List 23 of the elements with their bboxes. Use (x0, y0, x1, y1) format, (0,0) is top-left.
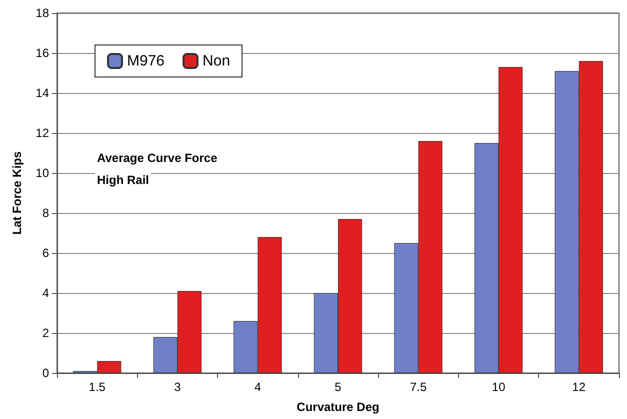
x-axis-title: Curvature Deg (296, 400, 380, 414)
y-tick-label: 0 (42, 366, 50, 380)
y-tick-label: 12 (36, 126, 50, 140)
x-tick-label: 5 (334, 380, 342, 394)
x-tick-label: 4 (254, 380, 262, 394)
y-tick-label: 4 (42, 286, 50, 300)
legend-label: M976 (127, 52, 165, 70)
y-tick-label: 8 (42, 206, 50, 220)
x-tick-label: 10 (492, 380, 506, 394)
x-tick-label: 3 (174, 380, 182, 394)
y-tick-label: 6 (42, 246, 50, 260)
annotation: Average Curve Force (97, 151, 218, 165)
x-tick-label: 12 (572, 380, 586, 394)
x-tick-label: 7.5 (410, 380, 427, 394)
y-tick-label: 18 (36, 6, 50, 20)
y-tick-label: 2 (42, 326, 50, 340)
x-tick-label: 1.5 (88, 380, 106, 394)
y-tick-label: 14 (36, 86, 50, 100)
annotation: High Rail (97, 173, 150, 187)
legend-label: Non (202, 52, 230, 70)
y-axis-title: Lat Force Kips (10, 151, 24, 235)
y-tick-label: 10 (36, 166, 50, 180)
y-tick-label: 16 (36, 46, 50, 60)
